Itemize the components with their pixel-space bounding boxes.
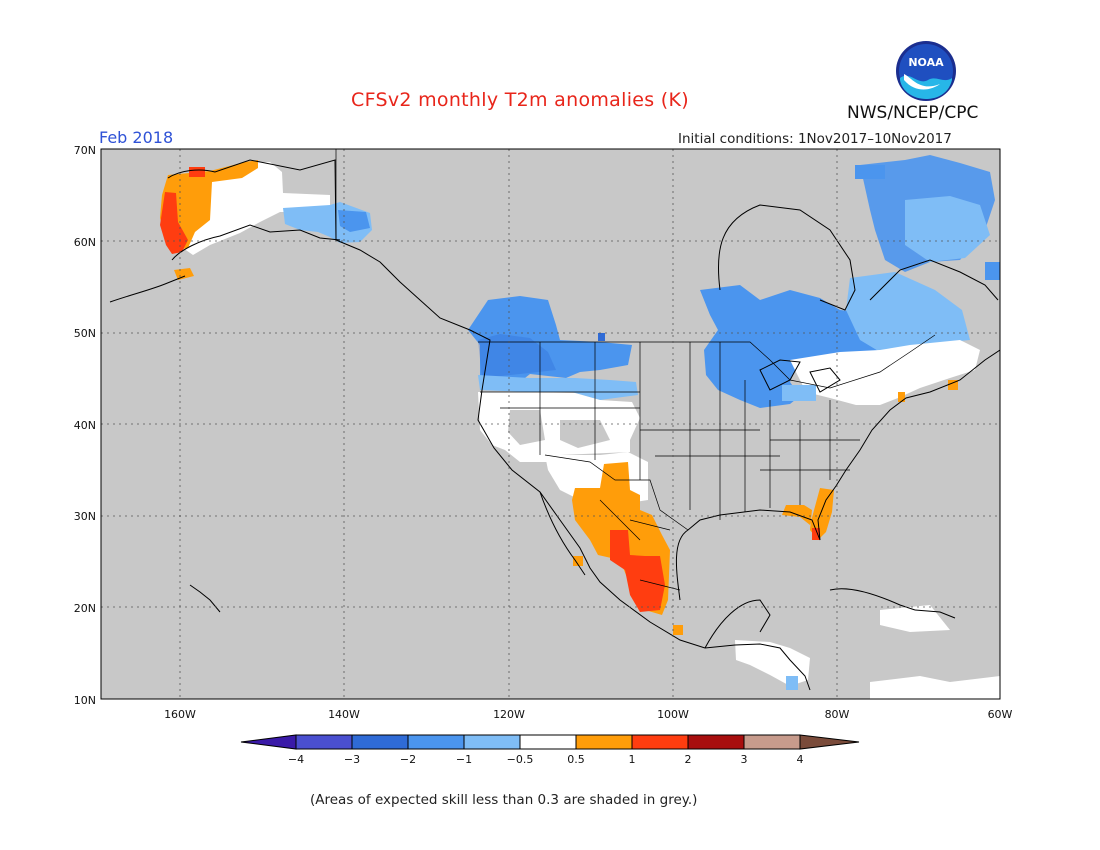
us-mexico-border xyxy=(544,454,689,531)
svg-text:NOAA: NOAA xyxy=(908,56,944,69)
anomaly-region-basin-grey-2 xyxy=(560,420,610,448)
lon-label: 160W xyxy=(164,708,196,721)
colorbar-low-arrow xyxy=(240,734,297,750)
lon-label: 100W xyxy=(657,708,689,721)
anomaly-region-jalisco-warm xyxy=(673,625,683,635)
colorbar-label: −2 xyxy=(400,753,416,766)
lon-label: 140W xyxy=(328,708,360,721)
colorbar-label: −0.5 xyxy=(507,753,534,766)
anomaly-region-quebec-cool xyxy=(846,272,970,352)
hudson-bay-coast xyxy=(717,204,856,311)
gridlines xyxy=(101,149,1000,699)
noaa-logo: NOAA xyxy=(896,41,956,101)
colorbar-label: 1 xyxy=(629,753,636,766)
colorbar-label: 2 xyxy=(685,753,692,766)
anomaly-region-midwest-cool xyxy=(782,385,816,401)
alaska-south-coast xyxy=(171,224,341,261)
hawaii xyxy=(189,584,221,613)
colorbar-label: −3 xyxy=(344,753,360,766)
colorbar xyxy=(240,734,860,750)
map-title: CFSv2 monthly T2m anomalies (K) xyxy=(351,89,689,111)
alaska-coastline xyxy=(167,159,811,691)
anomaly-region-alaska-hot-north xyxy=(189,167,205,177)
anomaly-region-caribbean-neutral xyxy=(870,676,1000,699)
anomaly-region-florida-hot xyxy=(812,528,820,540)
colorbar-swatch xyxy=(575,734,633,750)
valid-month-label: Feb 2018 xyxy=(99,128,174,147)
anomaly-region-greenland-cold xyxy=(855,165,885,179)
colorbar-swatch xyxy=(631,734,689,750)
colorbar-swatch xyxy=(519,734,577,750)
forecast-map: 70N 60N 50N 40N 30N 20N 10N 160W 140W 12… xyxy=(74,144,1013,766)
colorbar-swatch xyxy=(687,734,745,750)
anomaly-region-georgia-warm xyxy=(782,488,834,540)
agency-label: NWS/NCEP/CPC xyxy=(847,103,979,123)
baja-peninsula xyxy=(539,491,586,576)
colorbar-swatch xyxy=(463,734,521,750)
anomaly-region-small-dark xyxy=(598,333,605,341)
gulf-coast xyxy=(675,349,1000,601)
map-frame xyxy=(100,148,1001,700)
colorbar-swatch xyxy=(743,734,801,750)
lat-label: 60N xyxy=(74,236,96,249)
aleutians xyxy=(109,275,186,303)
colorbar-label: 0.5 xyxy=(567,753,585,766)
coastlines xyxy=(109,159,1000,691)
lat-label: 40N xyxy=(74,419,96,432)
hispaniola xyxy=(914,609,956,619)
colorbar-labels: −4 −3 −2 −1 −0.5 0.5 1 2 3 4 xyxy=(288,753,804,766)
anomaly-region-mexico-hot xyxy=(610,530,665,612)
anomaly-region-pnw-cool xyxy=(478,375,638,400)
colorbar-swatch xyxy=(351,734,409,750)
latitude-labels: 70N 60N 50N 40N 30N 20N 10N xyxy=(74,144,96,707)
anomaly-region-ne-tip-cold xyxy=(985,262,1000,280)
lat-label: 30N xyxy=(74,510,96,523)
yucatan-coast xyxy=(704,599,771,649)
colorbar-swatch xyxy=(295,734,353,750)
state-lines-east xyxy=(760,400,860,508)
state-lines-central xyxy=(640,342,780,520)
anomaly-region-baja-warm xyxy=(573,556,583,566)
anomaly-region-nova-scotia-warm xyxy=(948,380,958,390)
anomaly-region-ne-neutral xyxy=(790,340,980,405)
anomaly-region-alaska-hot xyxy=(160,192,188,254)
colorbar-high-arrow xyxy=(799,734,860,750)
anomaly-region-maine-warm xyxy=(898,392,905,402)
skill-footnote: (Areas of expected skill less than 0.3 a… xyxy=(310,792,698,808)
anomaly-region-basin-neutral xyxy=(478,392,640,462)
us-canada-border xyxy=(478,334,936,389)
labrador-coast xyxy=(869,259,999,301)
colorbar-label: −4 xyxy=(288,753,304,766)
initial-conditions-label: Initial conditions: 1Nov2017–10Nov2017 xyxy=(678,131,952,147)
colorbar-label: −1 xyxy=(456,753,472,766)
lon-label: 60W xyxy=(988,708,1013,721)
lon-label: 120W xyxy=(493,708,525,721)
anomaly-region-basin-grey-1 xyxy=(508,410,545,445)
anomaly-region-central-america-cool xyxy=(786,676,798,690)
anomaly-shading xyxy=(160,155,1000,699)
anomaly-region-central-america-neutral xyxy=(735,640,810,686)
lon-label: 80W xyxy=(825,708,850,721)
state-lines-west xyxy=(480,342,641,480)
anomaly-region-alaska-warm xyxy=(160,160,258,250)
lat-label: 70N xyxy=(74,144,96,157)
colorbar-label: 4 xyxy=(797,753,804,766)
anomaly-region-bc-cold-2 xyxy=(478,334,556,378)
longitude-labels: 160W 140W 120W 100W 80W 60W xyxy=(164,708,1012,721)
anomaly-region-alaska-south-warm xyxy=(174,268,194,280)
lat-label: 20N xyxy=(74,602,96,615)
lat-label: 50N xyxy=(74,327,96,340)
lat-label: 10N xyxy=(74,694,96,707)
colorbar-swatch xyxy=(407,734,465,750)
anomaly-region-yukon-cooler xyxy=(338,210,370,232)
anomaly-region-labrador-cool xyxy=(905,196,990,262)
colorbar-label: 3 xyxy=(741,753,748,766)
